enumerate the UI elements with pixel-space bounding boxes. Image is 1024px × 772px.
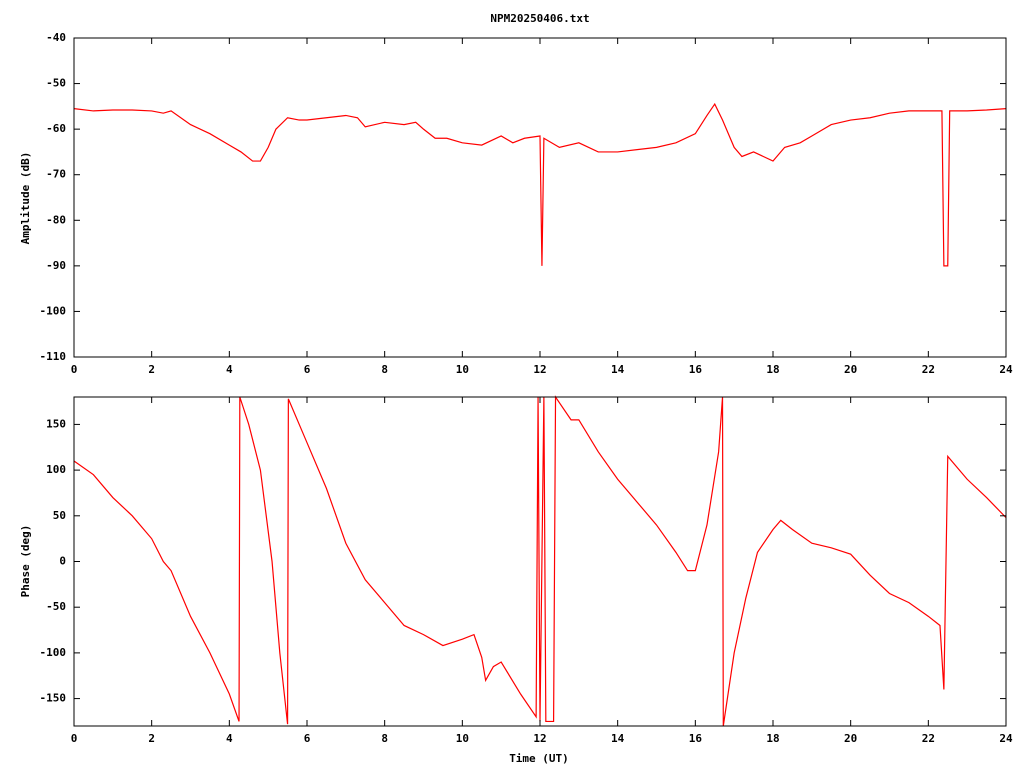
data-line xyxy=(73,395,1007,727)
x-tick-label: 22 xyxy=(922,363,935,376)
y-tick-label: 100 xyxy=(46,463,66,476)
x-tick-label: 6 xyxy=(304,363,311,376)
y-tick-label: 50 xyxy=(53,509,66,522)
y-tick-label: -80 xyxy=(46,213,66,226)
x-tick-label: 22 xyxy=(922,732,935,745)
x-tick-label: 20 xyxy=(844,363,857,376)
data-line xyxy=(73,102,1007,267)
y-tick-label: 150 xyxy=(46,417,66,430)
y-tick-label: -40 xyxy=(46,31,66,44)
x-tick-label: 8 xyxy=(381,363,388,376)
x-tick-label: 2 xyxy=(148,732,155,745)
x-tick-label: 4 xyxy=(226,732,233,745)
y-tick-label: -110 xyxy=(40,350,67,363)
x-tick-label: 18 xyxy=(766,732,779,745)
x-tick-label: 10 xyxy=(456,732,469,745)
x-tick-label: 10 xyxy=(456,363,469,376)
chart-title: NPM20250406.txt xyxy=(490,12,589,25)
y-tick-label: -150 xyxy=(40,692,67,705)
x-axis-label: Time (UT) xyxy=(509,752,569,765)
y-tick-label: -100 xyxy=(40,304,67,317)
x-tick-label: 20 xyxy=(844,732,857,745)
y-tick-label: -100 xyxy=(40,646,67,659)
x-tick-label: 16 xyxy=(689,732,703,745)
y-tick-label: 0 xyxy=(59,555,66,568)
x-tick-label: 4 xyxy=(226,363,233,376)
x-tick-label: 18 xyxy=(766,363,779,376)
y-tick-label: -50 xyxy=(46,600,66,613)
x-tick-label: 12 xyxy=(533,363,546,376)
x-tick-label: 16 xyxy=(689,363,703,376)
x-tick-label: 24 xyxy=(999,363,1013,376)
y-tick-label: -50 xyxy=(46,77,66,90)
plot-border xyxy=(73,37,1007,358)
x-tick-label: 0 xyxy=(71,732,78,745)
x-tick-label: 2 xyxy=(148,363,155,376)
y-tick-label: -70 xyxy=(46,168,66,181)
x-tick-label: 24 xyxy=(999,732,1013,745)
x-tick-label: 14 xyxy=(611,363,625,376)
x-tick-label: 12 xyxy=(533,732,546,745)
y-axis-label: Amplitude (dB) xyxy=(19,152,32,245)
x-tick-label: 8 xyxy=(381,732,388,745)
x-tick-label: 6 xyxy=(304,732,311,745)
y-axis-label: Phase (deg) xyxy=(19,525,32,598)
x-tick-label: 14 xyxy=(611,732,625,745)
y-tick-label: -90 xyxy=(46,259,66,272)
x-tick-label: 0 xyxy=(71,363,78,376)
y-tick-label: -60 xyxy=(46,122,66,135)
